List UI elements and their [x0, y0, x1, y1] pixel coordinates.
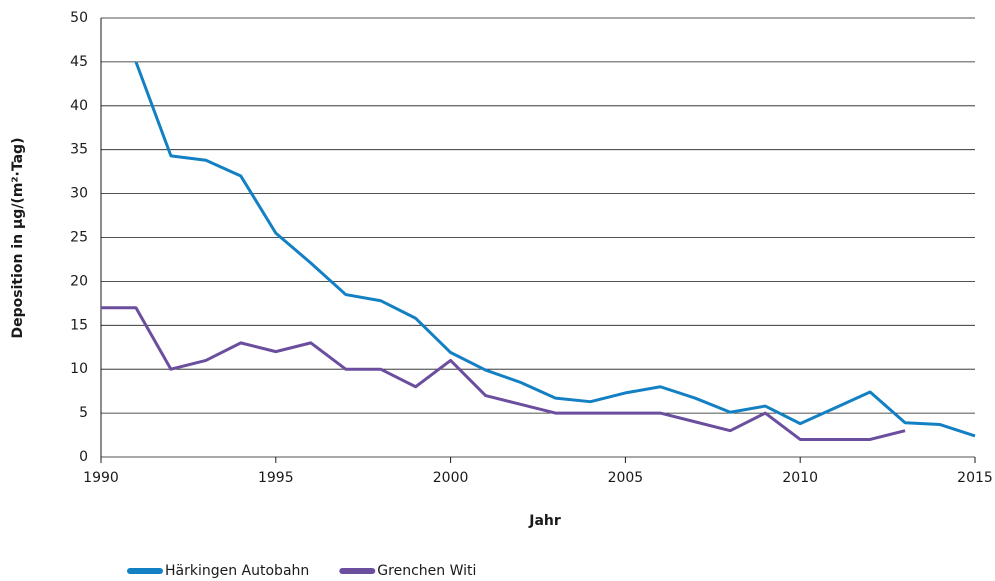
series-line	[134, 61, 976, 438]
x-tick-label: 2005	[608, 470, 644, 486]
y-axis-label: Deposition in µg/(m²·Tag)	[10, 138, 26, 339]
y-tick-label: 15	[70, 317, 88, 333]
series-line	[101, 306, 906, 441]
y-tick-label: 30	[70, 186, 88, 202]
x-tick-label: 2015	[957, 470, 993, 486]
x-axis-label: Jahr	[528, 513, 561, 529]
y-tick-label: 45	[70, 54, 88, 70]
y-tick-label: 50	[70, 10, 88, 26]
y-tick-label: 5	[79, 405, 88, 421]
x-tick-label: 1990	[83, 470, 119, 486]
legend-label: Härkingen Autobahn	[165, 563, 309, 579]
y-tick-label: 35	[70, 142, 88, 158]
x-tick-label: 2000	[433, 470, 469, 486]
y-tick-label: 25	[70, 230, 88, 246]
y-tick-label: 40	[70, 98, 88, 114]
y-tick-label: 20	[70, 273, 88, 289]
legend-label: Grenchen Witi	[377, 563, 476, 579]
x-tick-label: 2010	[782, 470, 818, 486]
y-tick-label: 10	[70, 361, 88, 377]
x-tick-label: 1995	[258, 470, 294, 486]
y-tick-label: 0	[79, 449, 88, 465]
